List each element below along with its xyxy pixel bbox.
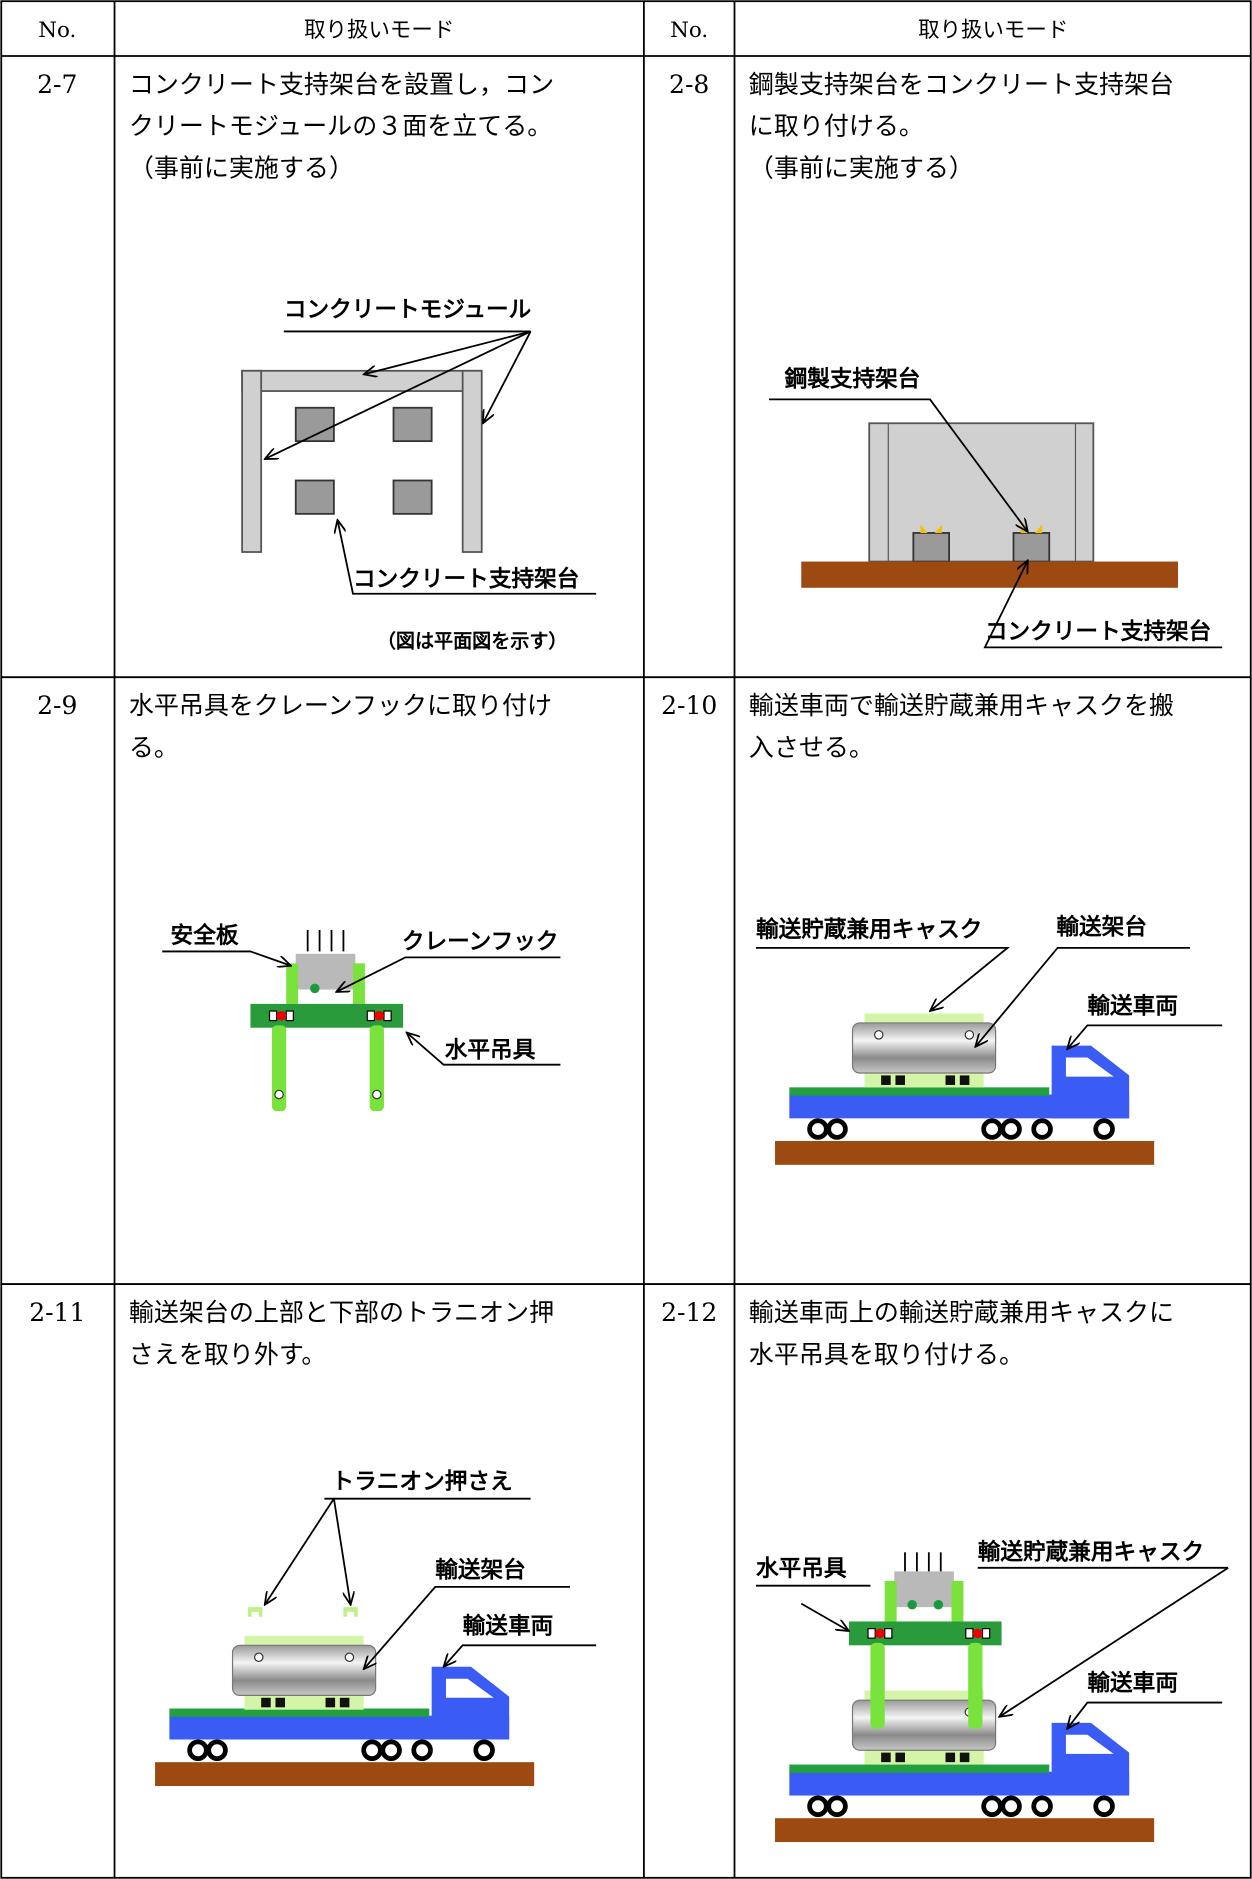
description: （事前に実施する） bbox=[129, 153, 354, 182]
label: コンクリート支持架台 bbox=[353, 566, 579, 593]
header: 取り扱いモード bbox=[918, 18, 1068, 43]
figure-2-8: 鋼製支持架台 コンクリート支持架台 bbox=[769, 365, 1223, 649]
header: No. bbox=[670, 18, 708, 43]
label: 水平吊具 bbox=[445, 1038, 536, 1064]
header: 取り扱いモード bbox=[304, 18, 454, 43]
table-text: No. 取り扱いモード No. 取り扱いモード 2-7 コンクリート支持架台を設置し，コン… bbox=[29, 18, 1174, 1369]
label: 輸送車両 bbox=[463, 1612, 554, 1639]
label: コンクリート支持架台 bbox=[985, 618, 1211, 645]
description: 水平吊具を取り付ける。 bbox=[749, 1340, 1024, 1369]
figure-2-7: コンクリートモジュール コンクリート支持架台 （図は平面図を示す） bbox=[241, 297, 597, 652]
label: 輸送貯蔵兼用キャスク bbox=[978, 1538, 1204, 1565]
row-number: 2-7 bbox=[37, 70, 77, 99]
description: 水平吊具をクレーンフックに取り付け bbox=[129, 691, 552, 720]
label: 輸送架台 bbox=[1056, 914, 1147, 941]
row-number: 2-12 bbox=[661, 1298, 717, 1327]
description: 鋼製支持架台をコンクリート支持架台 bbox=[749, 70, 1174, 99]
row-number: 2-9 bbox=[37, 691, 77, 720]
header: No. bbox=[38, 18, 76, 43]
description: コンクリート支持架台を設置し，コン bbox=[129, 70, 554, 99]
description: クリートモジュールの３面を立てる。 bbox=[129, 112, 553, 141]
description: 輸送架台の上部と下部のトラニオン押 bbox=[129, 1298, 554, 1327]
figure-2-11: トラニオン押さえ 輸送架台 輸送車両 bbox=[155, 1469, 597, 1786]
description: 輸送車両上の輸送貯蔵兼用キャスクに bbox=[749, 1298, 1174, 1327]
label: コンクリートモジュール bbox=[284, 297, 532, 323]
label: 輸送貯蔵兼用キャスク bbox=[756, 916, 982, 943]
row-number: 2-8 bbox=[669, 70, 709, 99]
label: 輸送車両 bbox=[1087, 992, 1178, 1019]
label: 輸送車両 bbox=[1087, 1670, 1178, 1697]
row-number: 2-11 bbox=[29, 1298, 85, 1327]
caption: （図は平面図を示す） bbox=[377, 629, 568, 652]
description: さえを取り外す。 bbox=[129, 1340, 327, 1369]
label: 安全板 bbox=[171, 922, 239, 949]
label: 鋼製支持架台 bbox=[785, 365, 921, 392]
description: に取り付ける。 bbox=[749, 112, 924, 141]
description: 入させる。 bbox=[749, 733, 874, 762]
description: （事前に実施する） bbox=[749, 153, 974, 182]
label: トラニオン押さえ bbox=[332, 1469, 513, 1495]
figure-2-9: 安全板 クレーンフック 水平吊具 bbox=[162, 922, 561, 1112]
label: クレーンフック bbox=[402, 929, 559, 955]
figure-2-12: 水平吊具 輸送貯蔵兼用キャスク 輸送車両 bbox=[755, 1538, 1229, 1842]
label: 輸送架台 bbox=[435, 1556, 526, 1583]
row-number: 2-10 bbox=[661, 691, 717, 720]
figure-2-10: 輸送貯蔵兼用キャスク 輸送架台 輸送車両 bbox=[755, 914, 1223, 1165]
label: 水平吊具 bbox=[756, 1556, 847, 1582]
description: 輸送車両で輸送貯蔵兼用キャスクを搬 bbox=[749, 691, 1174, 720]
description: る。 bbox=[129, 733, 179, 762]
